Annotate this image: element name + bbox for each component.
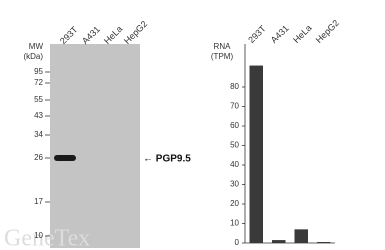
- watermark: GeneTex: [4, 226, 90, 250]
- blot-membrane: [50, 44, 140, 248]
- x-tick-label: HepG2: [314, 18, 341, 45]
- y-label: (TPM): [211, 52, 234, 61]
- marker-label: 43: [34, 111, 43, 120]
- bar: [317, 242, 331, 243]
- y-label: RNA: [214, 42, 232, 51]
- y-tick-label: 10: [230, 219, 239, 228]
- mw-unit: (kDa): [23, 52, 43, 61]
- marker-label: 10: [34, 231, 43, 240]
- x-tick-label: A431: [269, 23, 291, 45]
- marker-label: 17: [34, 197, 43, 206]
- y-tick-label: 0: [235, 238, 240, 247]
- mw-label: MW: [29, 42, 44, 51]
- bar: [272, 240, 286, 243]
- lane-label: HeLa: [102, 24, 124, 46]
- band-label: ← PGP9.5: [143, 154, 191, 165]
- x-tick-label: HeLa: [291, 23, 313, 45]
- lane-label: HepG2: [122, 19, 149, 46]
- marker-label: 34: [34, 130, 43, 139]
- y-tick-label: 80: [230, 82, 239, 91]
- lane-label: A431: [80, 24, 102, 46]
- marker-label: 55: [34, 95, 43, 104]
- y-tick-label: 70: [230, 102, 239, 111]
- y-tick-label: 50: [230, 141, 239, 150]
- y-tick-label: 20: [230, 199, 239, 208]
- marker-label: 26: [34, 153, 43, 162]
- lane-label: 293T: [58, 24, 80, 46]
- y-tick-label: 30: [230, 180, 239, 189]
- blot-band: [54, 155, 76, 161]
- bar: [249, 65, 263, 243]
- marker-label: 95: [34, 67, 43, 76]
- y-tick-label: 40: [230, 160, 239, 169]
- y-tick-label: 60: [230, 121, 239, 130]
- marker-label: 72: [34, 78, 43, 87]
- bar: [294, 229, 308, 243]
- x-tick-label: 293T: [246, 23, 268, 45]
